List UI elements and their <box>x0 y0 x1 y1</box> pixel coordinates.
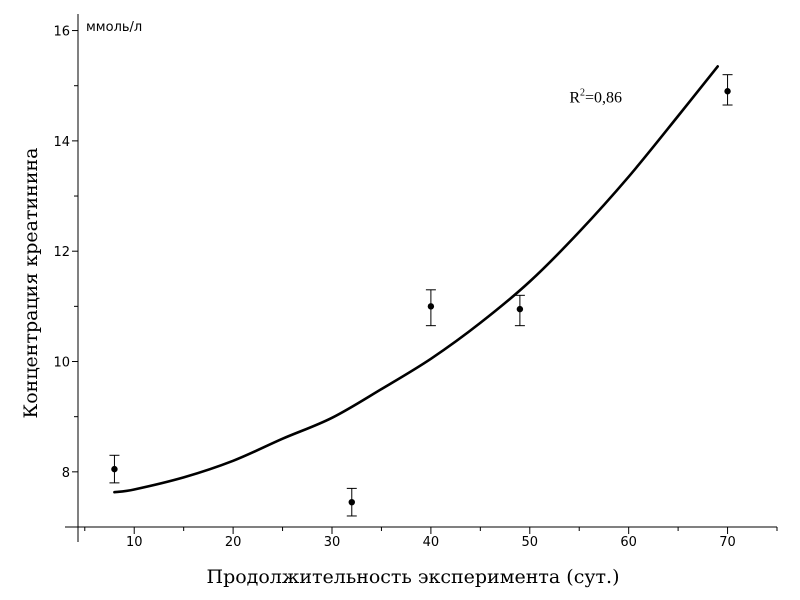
x-axis-title: Продолжительность эксперимента (сут.) <box>207 566 620 588</box>
data-point-group <box>722 74 733 106</box>
data-point <box>427 303 435 310</box>
y-tick-label: 14 <box>53 135 70 150</box>
r-squared-annotation: R2=0,86 <box>569 88 622 107</box>
x-axis-ticks: 10 20 30 40 50 60 70 <box>84 527 778 550</box>
y-tick-label: 16 <box>53 25 70 40</box>
y-tick-label: 12 <box>53 245 70 260</box>
y-unit-label: ммоль/л <box>86 20 142 35</box>
data-point <box>348 498 355 506</box>
x-tick-label: 40 <box>423 535 440 550</box>
x-tick-label: 50 <box>522 535 539 550</box>
data-point <box>111 465 118 473</box>
data-points-group <box>109 74 733 517</box>
x-tick-label: 10 <box>126 535 143 550</box>
x-tick-label: 30 <box>324 535 341 550</box>
data-point-group <box>425 289 436 327</box>
y-axis-title: Концентрация креатинина <box>20 148 42 419</box>
y-tick-label: 10 <box>53 356 70 371</box>
data-point <box>724 88 731 95</box>
x-tick-label: 20 <box>225 535 242 550</box>
y-tick-label: 8 <box>62 466 70 481</box>
data-point-group <box>514 294 525 327</box>
fit-curve-group <box>113 65 719 494</box>
fit-curve <box>113 65 719 494</box>
axes <box>65 14 777 542</box>
data-point-group <box>346 487 357 517</box>
data-point-group <box>109 454 120 484</box>
y-axis-ticks: 8 10 12 14 16 <box>53 25 78 528</box>
x-tick-label: 60 <box>620 535 637 550</box>
x-tick-label: 70 <box>719 535 736 550</box>
data-point <box>516 305 524 313</box>
